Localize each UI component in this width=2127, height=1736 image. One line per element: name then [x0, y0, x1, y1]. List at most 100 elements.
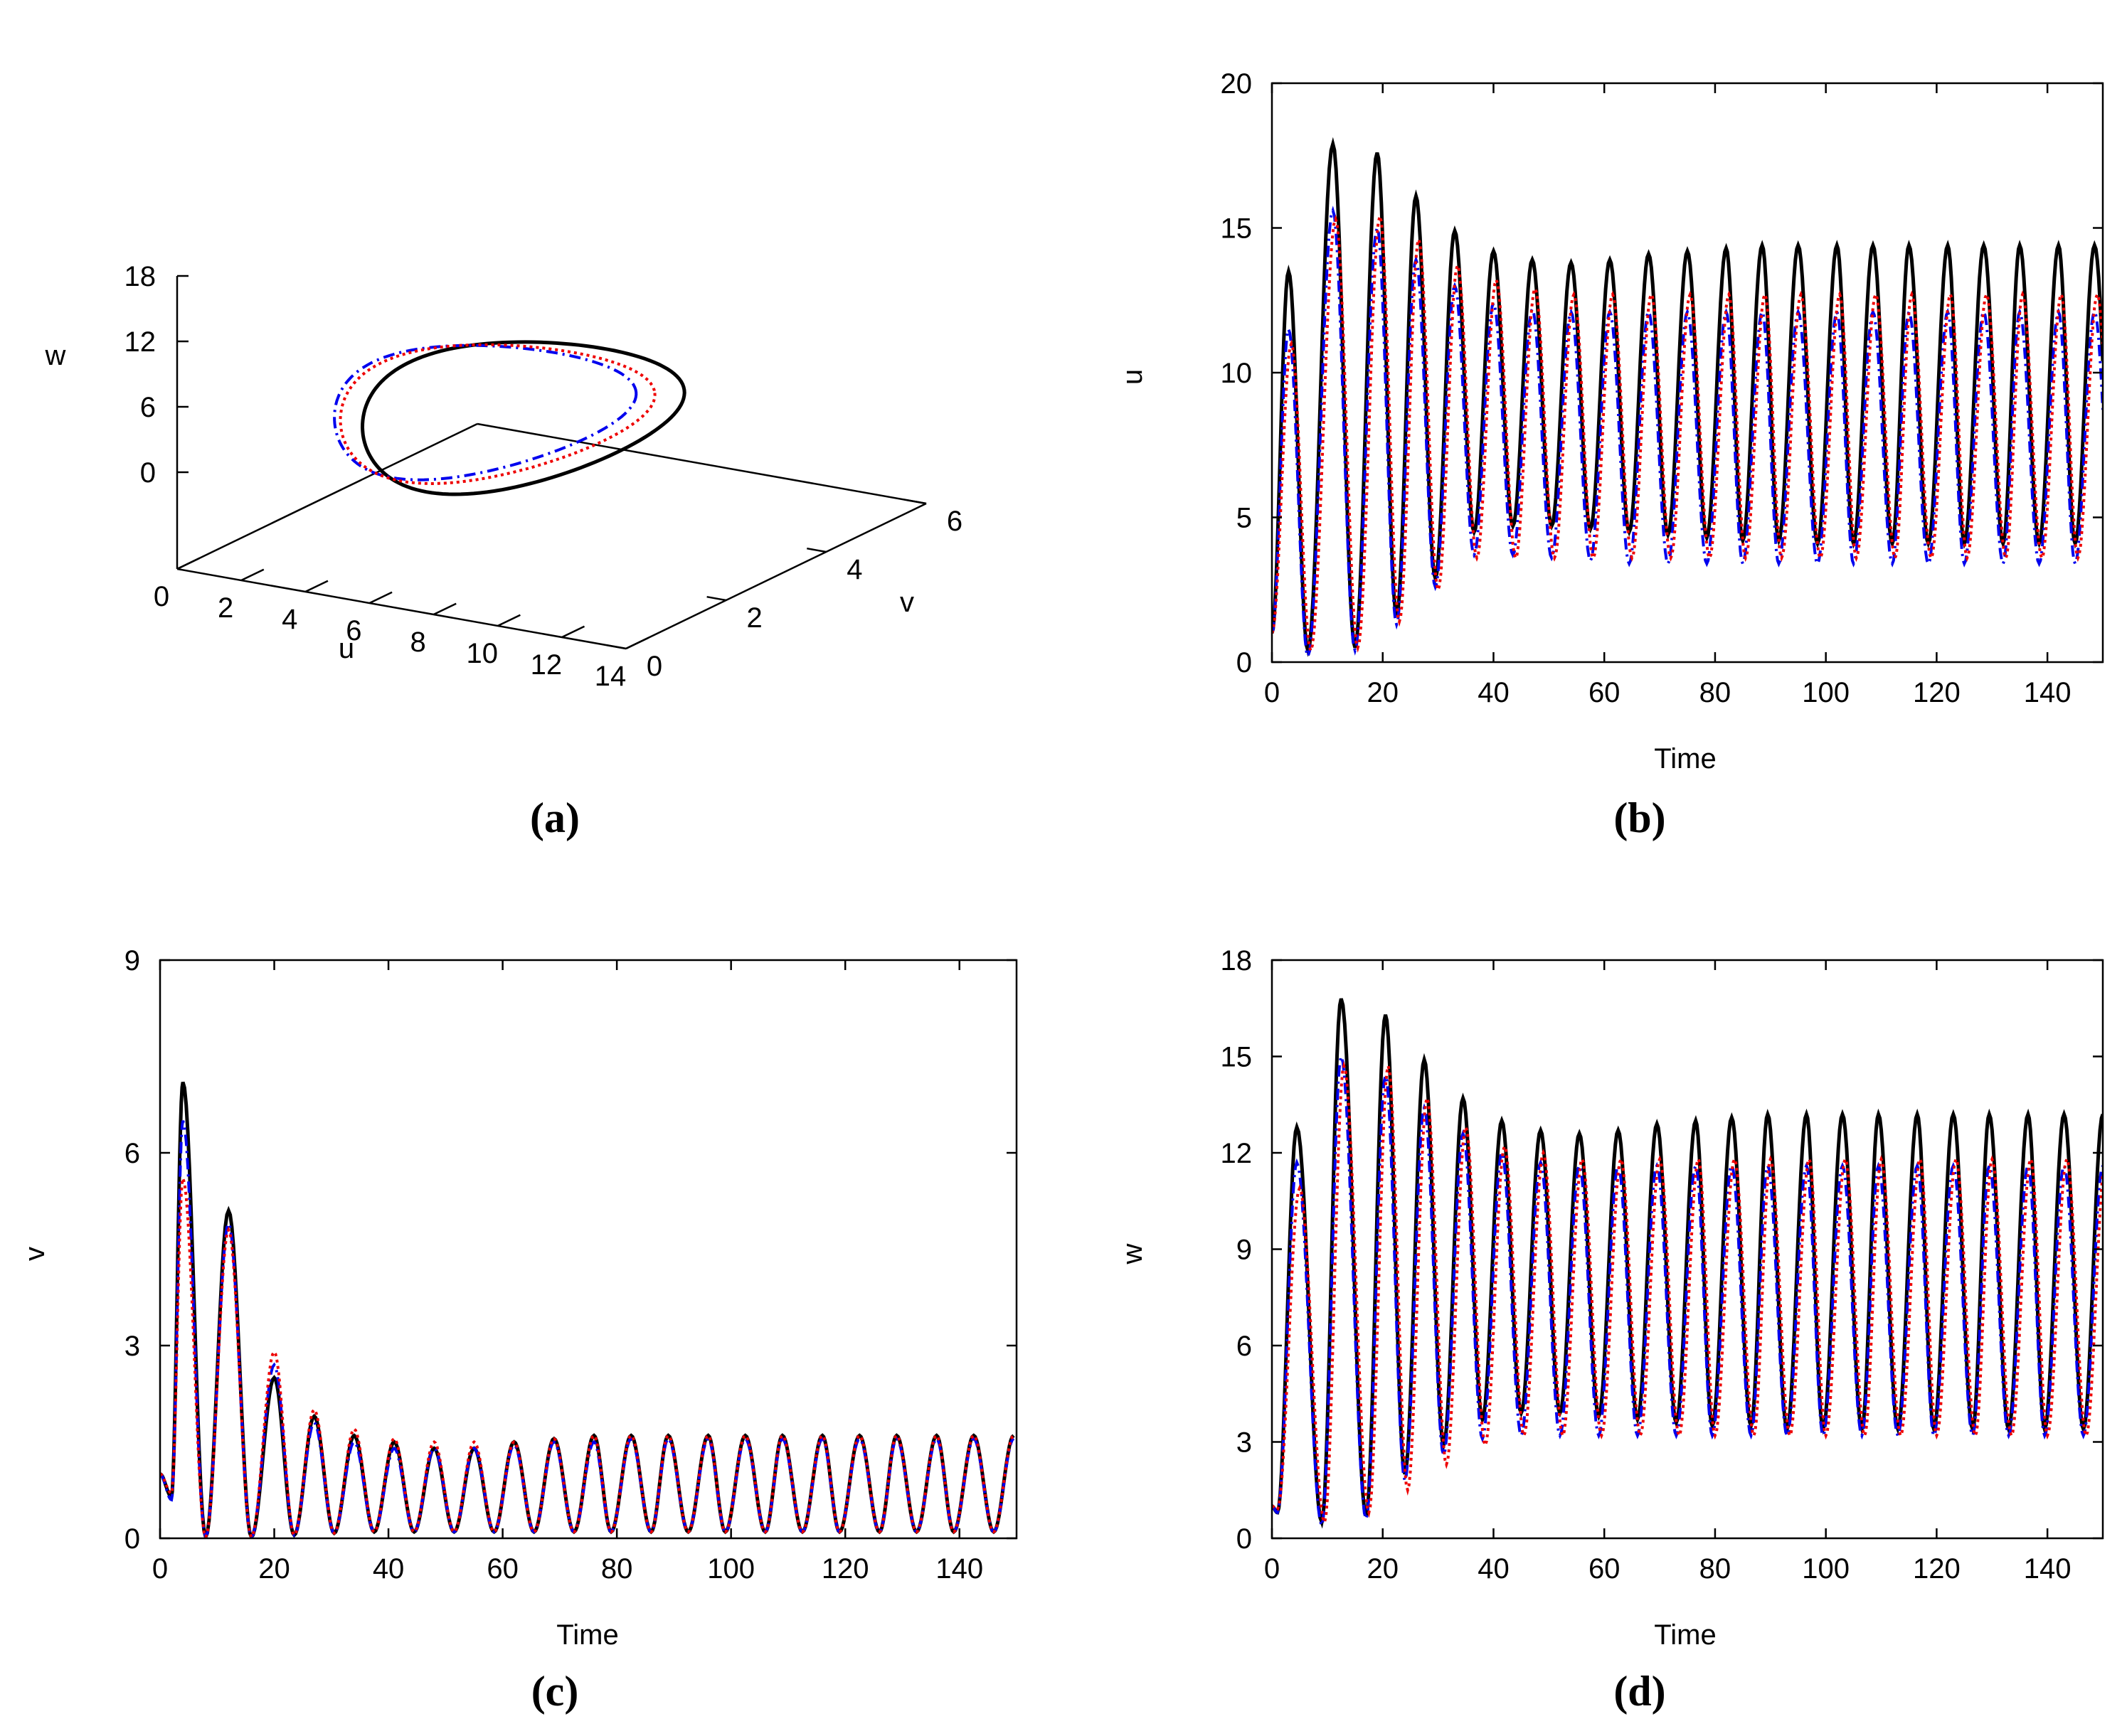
panel-a-v-tick-mark: [606, 644, 627, 650]
panel-c-ytick-label: 0: [124, 1523, 140, 1555]
panel-c-xtick-label: 80: [601, 1553, 633, 1585]
panel-c-v-vs-time: 0 20 40 60 80 100 120 140 0 3 6 9 Time v (c): [19, 945, 1018, 1715]
panel-d-series-group: [1272, 998, 2103, 1530]
panel-a-v-tick-mark: [807, 547, 827, 553]
panel-a-w-axis-label: w: [45, 340, 66, 371]
panel-a-u-tick-mark: [176, 557, 201, 570]
panel-d-ytick-label: 15: [1221, 1042, 1253, 1073]
panel-a-series-red-loop: [339, 343, 657, 486]
panel-a-w-tick-label: 12: [124, 326, 157, 358]
panel-a-u-tick-label: 6: [346, 615, 361, 646]
panel-b-ytick-label: 0: [1236, 647, 1252, 678]
panel-d-xtick-label: 140: [2024, 1553, 2072, 1585]
panel-a-v-tick-label: 4: [847, 554, 862, 585]
panel-d-xtick-label: 80: [1699, 1553, 1731, 1585]
panel-d-caption: (d): [1613, 1668, 1665, 1715]
panel-b-ytick-label: 15: [1221, 213, 1253, 245]
panel-b-ytick-label: 20: [1221, 68, 1253, 100]
panel-d-series-red-line: [1272, 1060, 2103, 1527]
panel-a-v-axis-line: [625, 502, 927, 650]
panel-c-ytick-label: 3: [124, 1331, 140, 1362]
panel-b-xtick-label: 20: [1367, 677, 1399, 708]
panel-a-u-tick-mark: [433, 602, 457, 616]
panel-d-ytick-label: 6: [1236, 1331, 1252, 1362]
panel-c-xtick-label: 100: [707, 1553, 755, 1585]
panel-c-series-group: [160, 1081, 1015, 1538]
panel-b-xtick-label: 140: [2024, 677, 2072, 708]
panel-a-right-edge: [477, 422, 927, 505]
panel-b-y-axis-label: u: [1117, 369, 1148, 385]
panel-d-w-vs-time: 0 20 40 60 80 100 120 140 0 3 6 9 12 15 18 Time w (d): [1117, 945, 2104, 1715]
panel-d-xtick-label: 100: [1802, 1553, 1850, 1585]
panel-a-caption: (a): [530, 794, 580, 841]
panel-a-v-axis-label: v: [900, 587, 914, 618]
panel-b-series-red-line: [1272, 211, 2103, 655]
panel-c-frame: [159, 959, 1018, 1540]
panel-a-series-blue-loop: [333, 344, 638, 481]
panel-d-series-blue-line: [1272, 1050, 2103, 1530]
panel-a-u-tick-mark: [561, 625, 585, 639]
panel-a-v-tick-label: 0: [647, 651, 662, 682]
panel-a-3d-plot: 0 2 4 6 8 10 12 14 0 2 4 6 0 6 12 18 u v w (a): [45, 261, 963, 841]
panel-a-w-tick-label: 18: [124, 261, 157, 292]
panel-c-ytick-label: 9: [124, 945, 140, 976]
panel-c-y-axis-label: v: [19, 1247, 51, 1261]
panel-d-plot-area: 0 20 40 60 80 100 120 140 0 3 6 9 12 15 18: [1221, 945, 2104, 1585]
panel-d-ytick-label: 12: [1221, 1138, 1253, 1169]
panel-d-xtick-label: 0: [1264, 1553, 1280, 1585]
panel-d-ytick-label: 18: [1221, 945, 1253, 976]
panel-d-xtick-label: 60: [1588, 1553, 1621, 1585]
panel-a-u-tick-label: 12: [531, 649, 563, 681]
panel-d-ytick-label: 3: [1236, 1427, 1252, 1459]
panel-c-plot-area: 0 20 40 60 80 100 120 140 0 3 6 9: [124, 945, 1018, 1585]
panel-c-xtick-label: 120: [822, 1553, 869, 1585]
panel-d-x-axis-label: Time: [1654, 1619, 1716, 1651]
panel-b-xtick-label: 0: [1264, 677, 1280, 708]
panel-b-ytick-label: 5: [1236, 503, 1252, 534]
panel-a-u-axis-label: u: [339, 633, 354, 664]
panel-a-v-tick-mark: [906, 499, 927, 505]
panel-b-xtick-label: 120: [1913, 677, 1961, 708]
panel-c-caption: (c): [531, 1668, 579, 1715]
panel-a-v-tick-mark: [706, 595, 726, 602]
panel-a-u-tick-label: 0: [154, 581, 169, 612]
panel-d-xtick-label: 40: [1478, 1553, 1510, 1585]
panel-a-u-tick-mark: [368, 591, 393, 605]
panel-c-xtick-label: 60: [487, 1553, 519, 1585]
panel-c-xtick-label: 0: [152, 1553, 168, 1585]
panel-a-u-tick-label: 14: [595, 661, 627, 692]
panel-b-ytick-label: 10: [1221, 358, 1253, 389]
panel-b-x-axis-label: Time: [1654, 743, 1716, 774]
panel-b-xtick-label: 60: [1588, 677, 1621, 708]
panel-b-xtick-label: 80: [1699, 677, 1731, 708]
panel-a-u-tick-label: 2: [218, 592, 233, 624]
panel-b-series-blue-line: [1272, 206, 2103, 661]
panel-d-xtick-label: 20: [1367, 1553, 1399, 1585]
panel-a-u-tick-mark: [304, 580, 329, 593]
panel-b-xtick-label: 100: [1802, 677, 1850, 708]
panel-c-xtick-label: 20: [258, 1553, 290, 1585]
panel-a-w-tick-label: 0: [140, 457, 156, 489]
panel-a-u-tick-label: 8: [410, 627, 425, 658]
panel-b-series-group: [1272, 137, 2103, 661]
panel-a-u-tick-label: 4: [282, 604, 297, 635]
panel-b-caption: (b): [1613, 794, 1665, 841]
panel-b-u-vs-time: 0 20 40 60 80 100 120 140 0 5 10 15 20 Time u (b): [1117, 68, 2104, 841]
panel-b-xtick-label: 40: [1478, 677, 1510, 708]
panel-c-xtick-label: 40: [373, 1553, 405, 1585]
panel-c-x-axis-label: Time: [556, 1619, 618, 1651]
panel-a-series-black-loop: [360, 340, 686, 496]
panel-a-w-tick-label: 6: [140, 392, 156, 423]
panel-a-series: [333, 340, 686, 496]
panel-c-ytick-label: 6: [124, 1138, 140, 1169]
panel-a-v-tick-label: 2: [747, 602, 763, 634]
panel-a-u-tick-mark: [497, 614, 521, 627]
panel-d-xtick-label: 120: [1913, 1553, 1961, 1585]
panel-d-ytick-label: 9: [1236, 1235, 1252, 1266]
panel-a-u-axis-line: [176, 568, 627, 650]
panel-a-u-tick-mark: [240, 568, 265, 582]
panel-c-series-red-line: [160, 1173, 1015, 1538]
panel-a-tick-labels: 0 2 4 6 8 10 12 14 0 2 4 6 0 6 12 18: [124, 261, 963, 692]
panel-c-xtick-label: 140: [935, 1553, 983, 1585]
